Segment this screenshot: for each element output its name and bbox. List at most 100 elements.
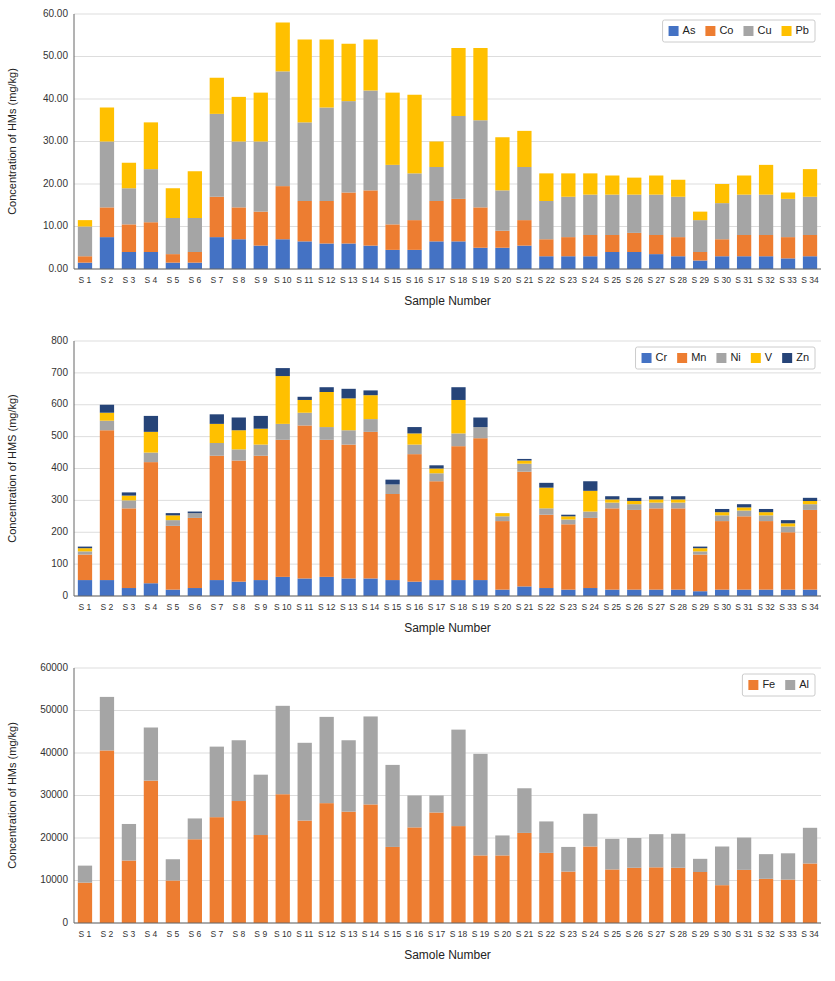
bar-segment bbox=[451, 826, 465, 923]
bar-segment bbox=[671, 237, 685, 256]
x-tick-label: S 20 bbox=[494, 929, 512, 939]
bar-segment bbox=[803, 498, 817, 501]
x-tick-label: S 34 bbox=[801, 602, 819, 612]
bar-segment bbox=[429, 580, 443, 596]
bar-segment bbox=[78, 580, 92, 596]
bar-segment bbox=[517, 464, 531, 472]
bar-segment bbox=[298, 743, 312, 821]
bar-segment bbox=[341, 193, 355, 244]
x-tick-label: S 3 bbox=[123, 929, 136, 939]
x-tick-label: S 11 bbox=[296, 275, 313, 285]
bar-segment bbox=[122, 224, 136, 252]
bar-segment bbox=[385, 224, 399, 250]
bar-segment bbox=[627, 501, 641, 504]
bar-segment bbox=[100, 237, 114, 269]
bar-segment bbox=[737, 235, 751, 256]
bar-segment bbox=[583, 518, 597, 588]
bar-segment bbox=[232, 430, 246, 449]
x-tick-label: S 24 bbox=[582, 929, 600, 939]
bar-segment bbox=[232, 207, 246, 239]
bar-segment bbox=[693, 220, 707, 252]
x-tick-label: S 6 bbox=[188, 602, 201, 612]
bar-segment bbox=[803, 864, 817, 924]
grid-line bbox=[74, 880, 821, 881]
bar-segment bbox=[341, 244, 355, 270]
bar-segment bbox=[320, 717, 334, 803]
bar-segment bbox=[517, 246, 531, 269]
bar-segment bbox=[320, 440, 334, 577]
grid-line bbox=[74, 838, 821, 839]
bar-segment bbox=[671, 197, 685, 237]
bar-segment bbox=[210, 114, 224, 197]
bar-segment bbox=[715, 590, 729, 596]
x-tick-label: S 7 bbox=[210, 929, 223, 939]
bar-segment bbox=[693, 555, 707, 592]
bar-segment bbox=[320, 40, 334, 108]
x-tick-label: S 15 bbox=[384, 602, 402, 612]
bar-segment bbox=[737, 507, 751, 510]
bar-segment bbox=[254, 93, 268, 142]
bar-segment bbox=[276, 239, 290, 269]
bar-segment bbox=[451, 387, 465, 400]
bar-segment bbox=[254, 416, 268, 429]
bar-segment bbox=[254, 246, 268, 269]
bar-segment bbox=[759, 590, 773, 596]
bar-segment bbox=[473, 248, 487, 269]
x-tick-label: S 28 bbox=[669, 602, 687, 612]
bar-segment bbox=[122, 588, 136, 596]
legend-label: Cr bbox=[656, 351, 668, 363]
x-tick-label: S 33 bbox=[779, 929, 797, 939]
bar-segment bbox=[320, 427, 334, 440]
bar-segment bbox=[781, 520, 795, 523]
legend-label: Al bbox=[799, 678, 809, 690]
bar-segment bbox=[693, 551, 707, 554]
bar-segment bbox=[495, 137, 509, 190]
bar-segment bbox=[671, 868, 685, 923]
bar-segment bbox=[495, 516, 509, 521]
x-tick-label: S 29 bbox=[691, 275, 709, 285]
x-axis-title: Sample Number bbox=[404, 294, 491, 308]
bar-segment bbox=[495, 590, 509, 596]
legend-label: Cu bbox=[757, 24, 771, 36]
bar-segment bbox=[715, 515, 729, 521]
bar-segment bbox=[451, 116, 465, 199]
bar-segment bbox=[561, 872, 575, 923]
bar-segment bbox=[605, 235, 619, 252]
bar-segment bbox=[781, 853, 795, 879]
x-tick-label: S 3 bbox=[123, 602, 136, 612]
bar-segment bbox=[188, 252, 202, 263]
bar-segment bbox=[144, 462, 158, 583]
bar-segment bbox=[276, 23, 290, 72]
bar-segment bbox=[539, 239, 553, 256]
x-tick-label: S 5 bbox=[166, 275, 179, 285]
x-tick-label: S 23 bbox=[560, 275, 578, 285]
x-tick-label: S 25 bbox=[604, 929, 622, 939]
bar-segment bbox=[517, 833, 531, 923]
bar-segment bbox=[254, 835, 268, 923]
grid-line bbox=[74, 564, 821, 565]
x-tick-label: S 19 bbox=[472, 602, 490, 612]
bar-segment bbox=[473, 207, 487, 247]
bar-segment bbox=[627, 178, 641, 195]
bar-segment bbox=[737, 504, 751, 507]
y-tick-label: 400 bbox=[51, 462, 68, 473]
x-tick-label: S 20 bbox=[494, 275, 512, 285]
legend-swatch bbox=[677, 353, 687, 363]
bar-segment bbox=[495, 835, 509, 855]
bar-segment bbox=[649, 499, 663, 502]
bar-segment bbox=[517, 472, 531, 587]
bar-segment bbox=[715, 521, 729, 590]
bar-segment bbox=[671, 590, 685, 596]
y-tick-label: 30000 bbox=[40, 789, 68, 800]
bar-segment bbox=[429, 813, 443, 924]
bar-segment bbox=[803, 828, 817, 864]
bar-segment bbox=[715, 885, 729, 923]
bar-segment bbox=[583, 847, 597, 924]
bar-segment bbox=[210, 456, 224, 580]
bar-segment bbox=[781, 532, 795, 589]
bar-segment bbox=[78, 548, 92, 551]
legend-label: As bbox=[683, 24, 696, 36]
grid-line bbox=[74, 372, 821, 373]
bar-segment bbox=[605, 503, 619, 509]
plot-background bbox=[74, 668, 821, 923]
